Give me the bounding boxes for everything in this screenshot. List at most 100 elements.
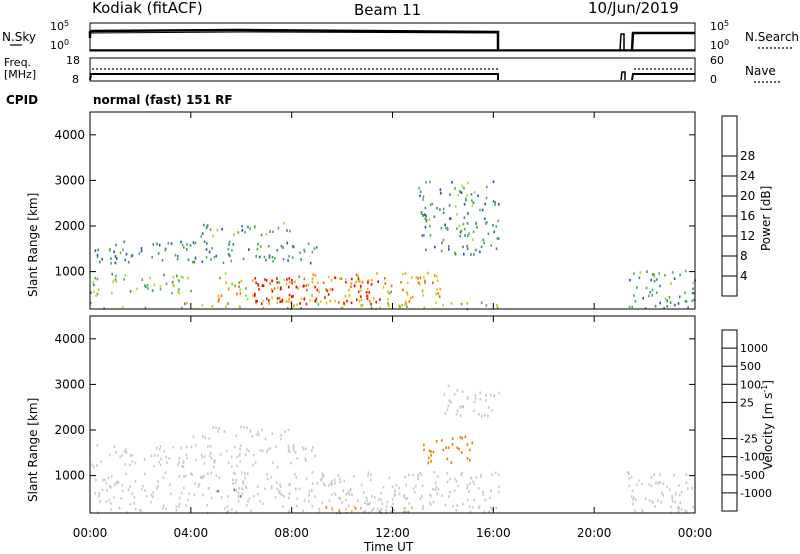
- vel-echo-cell: [92, 465, 95, 469]
- power-echo-cell: [492, 200, 495, 203]
- power-echo-cell: [208, 250, 211, 254]
- power-echo-cell: [404, 272, 407, 275]
- power-echo-cell: [213, 256, 216, 259]
- vel-echo-cell: [311, 489, 313, 492]
- power-echo-cell: [203, 240, 206, 244]
- power-echo-cell: [450, 217, 452, 220]
- vel-echo-cell: [351, 509, 353, 513]
- vel-echo-cell: [678, 493, 681, 497]
- vel-echo-cell: [320, 477, 323, 481]
- vel-echo-cell: [177, 463, 179, 467]
- power-echo-cell: [425, 248, 427, 252]
- vel-echo-cell: [214, 459, 216, 462]
- vel-echo-cell: [210, 457, 213, 460]
- vel-echo-cell: [686, 510, 688, 513]
- vel-echo-cell: [398, 486, 401, 490]
- power-echo-cell: [472, 230, 475, 234]
- vel-echo-cell: [491, 508, 493, 511]
- power-echo-cell: [185, 248, 188, 251]
- power-echo-cell: [446, 226, 449, 230]
- power-echo-cell: [115, 274, 117, 278]
- power-echo-cell: [467, 234, 469, 237]
- vel-echo-cell: [374, 496, 376, 499]
- power-echo-cell: [466, 302, 469, 305]
- power-echo-cell: [406, 305, 408, 308]
- vel-echo-cell: [232, 471, 235, 475]
- vel-echo-cell: [369, 478, 372, 481]
- vel-echo-cell: [334, 481, 336, 485]
- vel-echo-cell: [452, 505, 454, 508]
- vel-echo-cell: [333, 478, 336, 482]
- vel-echo-cell: [429, 501, 431, 505]
- vel-echo-cell: [119, 455, 122, 459]
- vel-echo-cell: [458, 447, 460, 451]
- power-echo-cell: [303, 277, 306, 281]
- power-echo-cell: [248, 248, 250, 251]
- vel-echo-cell: [166, 461, 168, 464]
- vel-echo-cell: [203, 462, 206, 465]
- vel-echo-cell: [406, 497, 408, 500]
- vel-echo-cell: [170, 492, 172, 496]
- power-echo-cell: [286, 306, 289, 310]
- power-echo-cell: [350, 282, 353, 285]
- vel-echo-cell: [239, 460, 242, 463]
- vel-echo-cell: [638, 479, 640, 482]
- power-echo-cell: [99, 260, 101, 264]
- power-echo-cell: [114, 255, 117, 258]
- vel-echo-cell: [435, 485, 438, 489]
- power-echo-cell: [315, 246, 318, 249]
- power-echo-cell: [435, 275, 438, 278]
- vel-echo-cell: [218, 427, 220, 430]
- power-echo-cell: [181, 243, 184, 247]
- vel-echo-cell: [388, 476, 391, 480]
- power-echo-cell: [359, 289, 362, 292]
- power-colorbar-tick-label: 24: [740, 169, 755, 183]
- power-echo-cell: [255, 255, 257, 258]
- power-echo-cell: [628, 305, 631, 309]
- time-tick-label: 00:00: [678, 526, 713, 540]
- velocity-colorbar-tick-label: 100: [740, 378, 761, 391]
- vel-echo-cell: [363, 510, 365, 514]
- power-colorbar-tick-label: 20: [740, 189, 755, 203]
- power-echo-cell: [402, 288, 404, 292]
- power-echo-cell: [467, 181, 469, 185]
- vel-echo-cell: [157, 480, 159, 483]
- vel-echo-cell: [432, 450, 435, 454]
- vel-echo-cell: [264, 437, 267, 441]
- vel-echo-cell: [472, 480, 475, 483]
- power-echo-cell: [460, 229, 463, 233]
- power-echo-cell: [348, 294, 350, 297]
- power-echo-cell: [371, 279, 373, 282]
- power-echo-cell: [353, 284, 356, 288]
- power-echo-cell: [315, 297, 318, 301]
- vel-echo-cell: [357, 499, 359, 503]
- power-echo-cell: [477, 194, 479, 198]
- vel-echo-cell: [371, 494, 373, 498]
- vel-echo-cell: [360, 507, 362, 510]
- vel-echo-cell: [447, 404, 450, 408]
- vel-echo-cell: [304, 457, 307, 461]
- power-echo-cell: [424, 281, 426, 284]
- power-echo-cell: [273, 287, 276, 290]
- power-echo-cell: [440, 249, 443, 253]
- vel-echo-cell: [666, 485, 668, 488]
- power-echo-cell: [276, 286, 279, 289]
- vel-echo-cell: [210, 471, 213, 475]
- power-echo-cell: [313, 247, 316, 250]
- vel-echo-cell: [150, 500, 152, 504]
- vel-echo-cell: [102, 478, 104, 482]
- power-echo-cell: [311, 293, 313, 297]
- vel-echo-cell: [185, 504, 187, 507]
- vel-echo-cell: [385, 509, 387, 512]
- power-echo-cell: [129, 290, 132, 293]
- power-echo-cell: [268, 302, 270, 305]
- vel-echo-cell: [376, 507, 379, 511]
- vel-echo-cell: [121, 489, 124, 493]
- vel-echo-cell: [471, 506, 474, 509]
- vel-echo-cell: [96, 464, 98, 467]
- vel-echo-cell: [314, 454, 316, 458]
- power-echo-cell: [110, 262, 112, 265]
- power-echo-cells: [90, 180, 696, 311]
- power-echo-cell: [279, 300, 282, 303]
- power-echo-cell: [334, 299, 336, 303]
